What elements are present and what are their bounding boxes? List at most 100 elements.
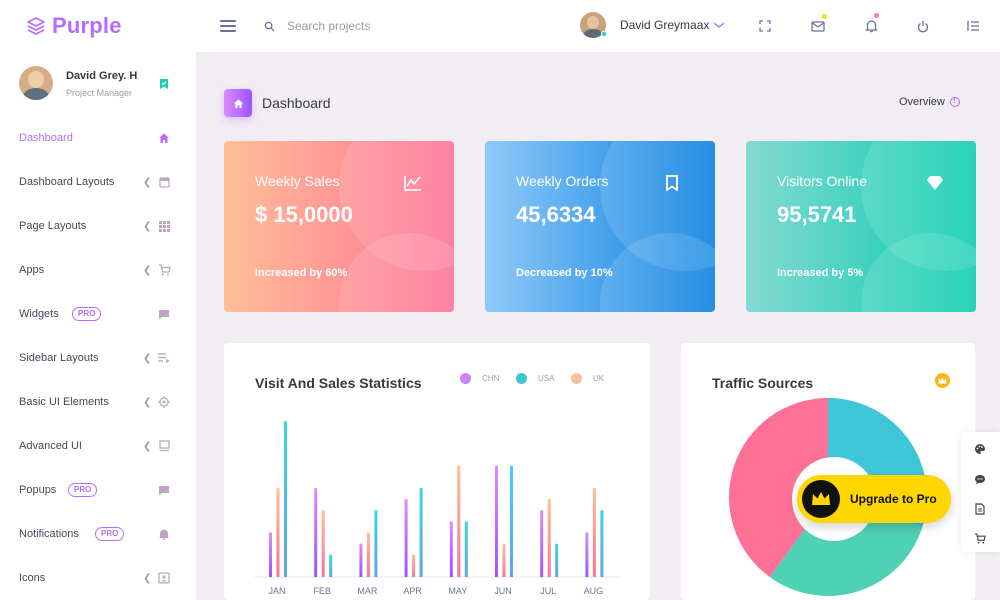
sidebar-item-label: Notifications	[19, 528, 79, 540]
list-settings-icon[interactable]	[963, 16, 983, 36]
sidebar-item-popups[interactable]: Popups PRO	[0, 468, 196, 512]
profile-name: David Grey. H	[66, 70, 138, 82]
legend-swatch	[516, 373, 527, 384]
chart-line-icon	[404, 176, 421, 191]
document-icon[interactable]	[972, 501, 988, 517]
card-decor-circle	[600, 233, 715, 312]
bar-chart: JAN FEB MAR APR MAY JUN JUL AUG	[255, 421, 619, 596]
sidebar-item-page-layouts[interactable]: Page Layouts ❮	[0, 204, 196, 248]
fullscreen-icon[interactable]	[755, 16, 775, 36]
online-status-dot	[601, 31, 607, 37]
crosshair-icon	[157, 395, 171, 409]
user-name: David Greymaax	[620, 18, 710, 32]
alert-circle-icon	[949, 96, 960, 107]
overview-link[interactable]: Overview	[899, 96, 960, 108]
search-bar	[264, 19, 487, 33]
sidebar-item-label: Dashboard Layouts	[19, 176, 115, 188]
card-value: $ 15,0000	[255, 202, 353, 227]
bar-chn-feb	[314, 488, 318, 577]
bar-uk-jun	[502, 543, 506, 577]
legend-item: USA	[516, 373, 554, 384]
card-title: Weekly Orders	[516, 173, 609, 189]
bar-usa-jan	[284, 421, 287, 577]
sidebar-item-label: Advanced UI	[19, 440, 82, 452]
bar-chn-apr	[404, 499, 408, 577]
top-navbar: Purple	[0, 0, 1000, 52]
brand-logo[interactable]: Purple	[0, 0, 196, 52]
bar-usa-mar	[374, 510, 378, 577]
traffic-panel-title: Traffic Sources	[712, 375, 814, 391]
notification-badge-dot	[874, 13, 879, 18]
sidebar-item-sidebar-layouts[interactable]: Sidebar Layouts ❮	[0, 336, 196, 380]
legend-swatch	[571, 373, 582, 384]
chat-icon	[157, 307, 171, 321]
card-value: 45,6334	[516, 202, 596, 227]
chevron-left-icon: ❮	[143, 396, 152, 408]
user-dropdown[interactable]: David Greymaax	[580, 12, 726, 38]
playlist-icon	[157, 351, 171, 365]
sidebar-item-label: Sidebar Layouts	[19, 352, 99, 364]
diamond-icon	[927, 176, 943, 190]
palette-icon[interactable]	[972, 441, 988, 457]
legend-item: UK	[571, 373, 604, 384]
sidebar: David Grey. H Project Manager Dashboard …	[0, 52, 196, 600]
mail-badge-dot	[822, 14, 827, 19]
sidebar-item-label: Apps	[19, 264, 45, 276]
bar-usa-may	[464, 521, 468, 577]
x-tick-label: MAY	[448, 586, 467, 596]
bar-uk-jan	[276, 488, 280, 577]
bell-icon	[157, 527, 171, 541]
bookmark-icon	[666, 175, 678, 191]
sidebar-item-dashboard[interactable]: Dashboard	[0, 116, 196, 160]
bell-icon[interactable]	[861, 13, 881, 36]
sidebar-item-icons[interactable]: Icons ❮	[0, 556, 196, 600]
sidebar-item-notifications[interactable]: Notifications PRO	[0, 512, 196, 556]
chat-bubble-icon[interactable]	[972, 471, 988, 487]
card-weekly-sales: Weekly Sales $ 15,0000 Increased by 60%	[224, 141, 454, 312]
legend-item: CHN	[460, 373, 499, 384]
home-icon	[224, 89, 252, 117]
sidebar-item-dashboard-layouts[interactable]: Dashboard Layouts ❮	[0, 160, 196, 204]
pie-slice-3	[729, 398, 828, 578]
card-weekly-orders: Weekly Orders 45,6334 Decreased by 10%	[485, 141, 715, 312]
bar-chn-mar	[359, 543, 363, 577]
card-decor-circle	[339, 233, 454, 312]
bar-usa-apr	[419, 488, 423, 577]
sidebar-item-label: Page Layouts	[19, 220, 87, 232]
sidebar-profile[interactable]: David Grey. H Project Manager	[19, 66, 179, 106]
cart-icon[interactable]	[972, 530, 988, 546]
profile-avatar	[19, 66, 53, 100]
window-icon	[157, 175, 171, 189]
bookmark-check-icon	[160, 79, 168, 89]
chevron-left-icon: ❮	[143, 352, 152, 364]
sidebar-item-label: Basic UI Elements	[19, 396, 109, 408]
bar-usa-jun	[510, 465, 513, 577]
profile-role: Project Manager	[66, 88, 133, 98]
mail-icon[interactable]	[808, 14, 828, 36]
stats-panel: Visit And Sales Statistics CHN USA UK JA…	[224, 343, 650, 600]
sidebar-item-basic-ui-elements[interactable]: Basic UI Elements ❮	[0, 380, 196, 424]
legend-label: UK	[593, 374, 605, 383]
card-visitors-online: Visitors Online 95,5741 Increased by 5%	[746, 141, 976, 312]
chevron-down-icon	[713, 22, 725, 28]
card-subtitle: Increased by 60%	[255, 267, 348, 279]
sidebar-item-widgets[interactable]: Widgets PRO	[0, 292, 196, 336]
pro-badge: PRO	[68, 483, 98, 497]
card-subtitle: Decreased by 10%	[516, 267, 613, 279]
home-icon	[157, 131, 171, 145]
upgrade-to-pro-button[interactable]: Upgrade to Pro	[797, 475, 951, 523]
x-tick-label: JAN	[268, 586, 285, 596]
search-input[interactable]	[287, 19, 487, 33]
legend-label: USA	[538, 374, 555, 383]
sidebar-item-advanced-ui[interactable]: Advanced UI ❮	[0, 424, 196, 468]
monitor-icon	[157, 439, 171, 453]
x-tick-label: FEB	[313, 586, 331, 596]
menu-toggle-icon[interactable]	[220, 20, 236, 32]
x-tick-label: MAR	[357, 586, 378, 596]
upgrade-label: Upgrade to Pro	[850, 492, 937, 506]
power-icon[interactable]	[913, 16, 933, 36]
card-title: Visitors Online	[777, 173, 868, 189]
x-tick-label: AUG	[584, 586, 604, 596]
sidebar-item-apps[interactable]: Apps ❮	[0, 248, 196, 292]
pro-badge: PRO	[72, 307, 102, 321]
